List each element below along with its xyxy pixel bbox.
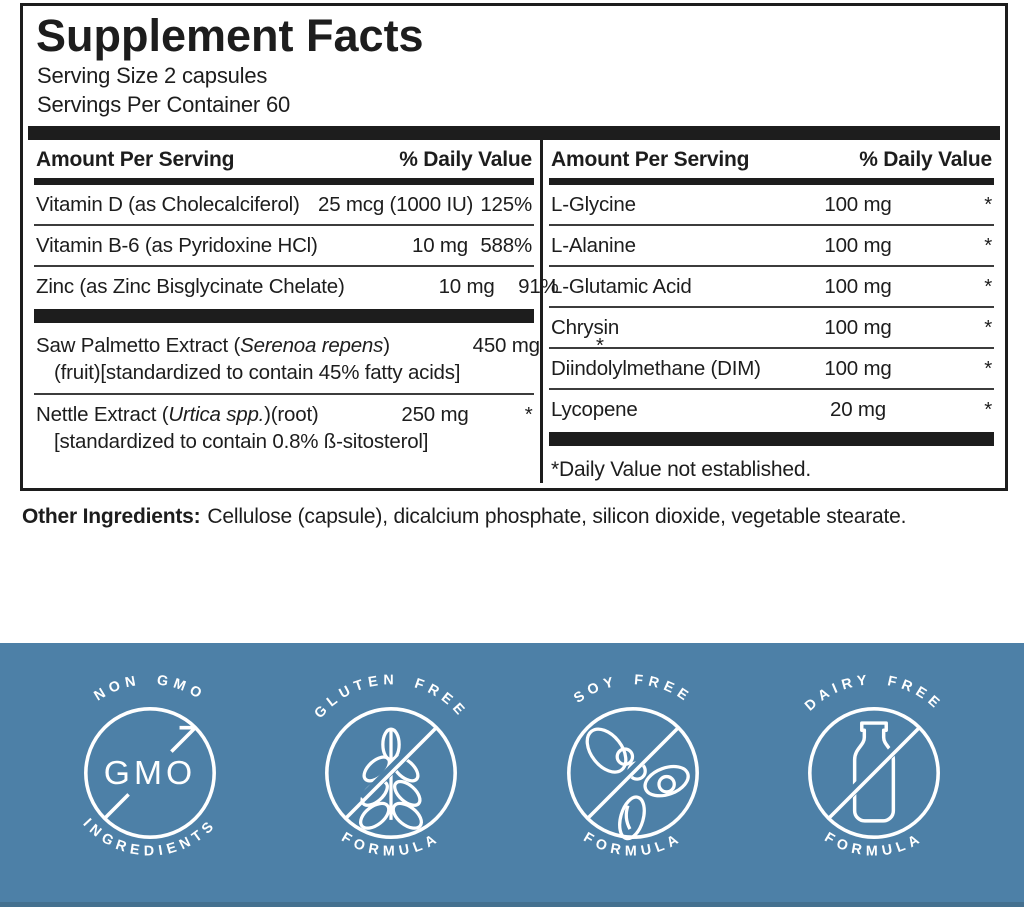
- table-row: Vitamin D (as Cholecalciferol) 25 mcg (1…: [34, 185, 534, 224]
- ingredient-amount: 20 mg: [830, 398, 886, 422]
- other-ingredients-text: Cellulose (capsule), dicalcium phosphate…: [207, 505, 907, 528]
- ingredient-amount: 100 mg: [824, 316, 892, 340]
- slash-icon: [586, 725, 680, 820]
- header-daily-value: % Daily Value: [399, 148, 532, 172]
- ingredient-name: Lycopene: [551, 398, 638, 422]
- ingredient-dv: *: [984, 193, 992, 217]
- divider-bar: [28, 126, 1000, 141]
- milk-bottle-icon: [808, 706, 941, 839]
- soybean-icon: [566, 706, 699, 840]
- divider-bar: [34, 309, 534, 324]
- facts-column-right: Amount Per Serving % Daily Value L-Glyci…: [543, 140, 1000, 483]
- slash-icon: [344, 725, 438, 820]
- ingredient-dv: *: [524, 402, 533, 426]
- table-row: Saw Palmetto Extract (Serenoa repens) 45…: [34, 326, 604, 393]
- badge-bottom-text: FORMULA: [580, 829, 685, 859]
- ingredient-amount: 10 mg: [438, 275, 495, 299]
- table-row: L-Alanine 100 mg *: [549, 224, 994, 265]
- soy-free-badge: SOY FREE FORMULA: [566, 672, 699, 859]
- ingredient-amount: 100 mg: [824, 357, 892, 381]
- ingredient-dv: 588%: [480, 234, 532, 258]
- other-ingredients: Other Ingredients: Cellulose (capsule), d…: [22, 503, 1002, 530]
- ingredient-amount: 100 mg: [824, 193, 892, 217]
- header-amount-per-serving: Amount Per Serving: [551, 148, 750, 172]
- header-daily-value: % Daily Value: [859, 148, 992, 172]
- ingredient-dv: *: [984, 316, 992, 340]
- badge-top-text: SOY FREE: [571, 672, 695, 707]
- badge-center-text: GMO: [103, 755, 196, 792]
- supplement-facts-panel: Supplement Facts Serving Size 2 capsules…: [20, 3, 1008, 491]
- ingredient-name: Saw Palmetto Extract (Serenoa repens): [36, 334, 390, 358]
- badge-bottom-text: FORMULA: [339, 829, 444, 859]
- dairy-free-badge: DAIRY FREE FORMULA: [802, 672, 941, 859]
- column-header: Amount Per Serving % Daily Value: [549, 140, 994, 178]
- divider-bar: [34, 178, 534, 186]
- header-amount-per-serving: Amount Per Serving: [36, 148, 235, 172]
- ingredient-amount: 450 mg: [472, 334, 540, 358]
- table-row: Zinc (as Zinc Bisglycinate Chelate) 10 m…: [34, 265, 559, 306]
- other-ingredients-label: Other Ingredients:: [22, 505, 201, 528]
- ingredient-name: L-Glycine: [551, 193, 636, 217]
- badge-bottom-text: FORMULA: [822, 829, 927, 859]
- table-row: Chrysin 100 mg *: [549, 306, 994, 347]
- non-gmo-badge: GMO NON GMO INGREDIENTS: [79, 672, 216, 859]
- ingredient-name: L-Glutamic Acid: [551, 275, 692, 299]
- ingredient-name: Zinc (as Zinc Bisglycinate Chelate): [36, 275, 345, 299]
- ingredient-amount: 250 mg: [401, 402, 469, 426]
- ingredient-dv: 91%: [518, 275, 559, 299]
- feature-banner: GMO NON GMO INGREDIENTS: [0, 643, 1024, 907]
- ingredient-amount: 100 mg: [824, 234, 892, 258]
- ingredient-amount: 100 mg: [824, 275, 892, 299]
- ingredient-name: Chrysin: [551, 316, 620, 340]
- table-row: L-Glutamic Acid 100 mg *: [549, 265, 994, 306]
- ingredient-dv: *: [984, 398, 992, 422]
- ingredient-amount: 25 mcg (1000 IU): [318, 193, 474, 217]
- badge-top-text: GLUTEN FREE: [312, 672, 471, 721]
- ingredient-name: Nettle Extract (Urtica spp.)(root): [36, 402, 319, 426]
- table-row: Nettle Extract (Urtica spp.)(root) 250 m…: [34, 392, 534, 462]
- ingredient-dv: *: [984, 234, 992, 258]
- divider-bar: [549, 178, 994, 186]
- ingredient-name: Vitamin D (as Cholecalciferol): [36, 193, 300, 217]
- column-header: Amount Per Serving % Daily Value: [34, 140, 534, 178]
- ingredient-note: (fruit)[standardized to contain 45% fatt…: [54, 361, 461, 385]
- ingredient-amount: 10 mg: [412, 234, 468, 258]
- ingredient-name: Diindolylmethane (DIM): [551, 357, 761, 381]
- ingredient-dv: *: [596, 334, 604, 358]
- table-row: Diindolylmethane (DIM) 100 mg *: [549, 347, 994, 388]
- facts-columns: Amount Per Serving % Daily Value Vitamin…: [28, 140, 1000, 483]
- gluten-free-badge: GLUTEN FREE FORMULA: [312, 672, 471, 859]
- slash-icon: [827, 725, 921, 820]
- column-divider: [540, 140, 543, 483]
- servings-per-container: Servings Per Container 60: [37, 91, 291, 117]
- badge-top-text: NON GMO: [91, 672, 208, 704]
- ingredient-dv: 125%: [480, 193, 532, 217]
- daily-value-footnote: *Daily Value not established.: [551, 458, 811, 482]
- table-row: Lycopene 20 mg *: [549, 388, 994, 429]
- facts-column-left: Amount Per Serving % Daily Value Vitamin…: [28, 140, 604, 483]
- ingredient-name: L-Alanine: [551, 234, 636, 258]
- table-row: L-Glycine 100 mg *: [549, 185, 994, 224]
- gmo-crossed-icon: [83, 706, 216, 839]
- ingredient-dv: *: [984, 357, 992, 381]
- ingredient-dv: *: [984, 275, 992, 299]
- table-row: Vitamin B-6 (as Pyridoxine HCl) 10 mg 58…: [34, 224, 534, 265]
- panel-title: Supplement Facts: [36, 10, 424, 61]
- ingredient-note: [standardized to contain 0.8% ß-sitoster…: [54, 429, 429, 453]
- divider-bar: [549, 432, 994, 447]
- serving-size: Serving Size 2 capsules: [37, 62, 268, 88]
- ingredient-name: Vitamin B-6 (as Pyridoxine HCl): [36, 234, 318, 258]
